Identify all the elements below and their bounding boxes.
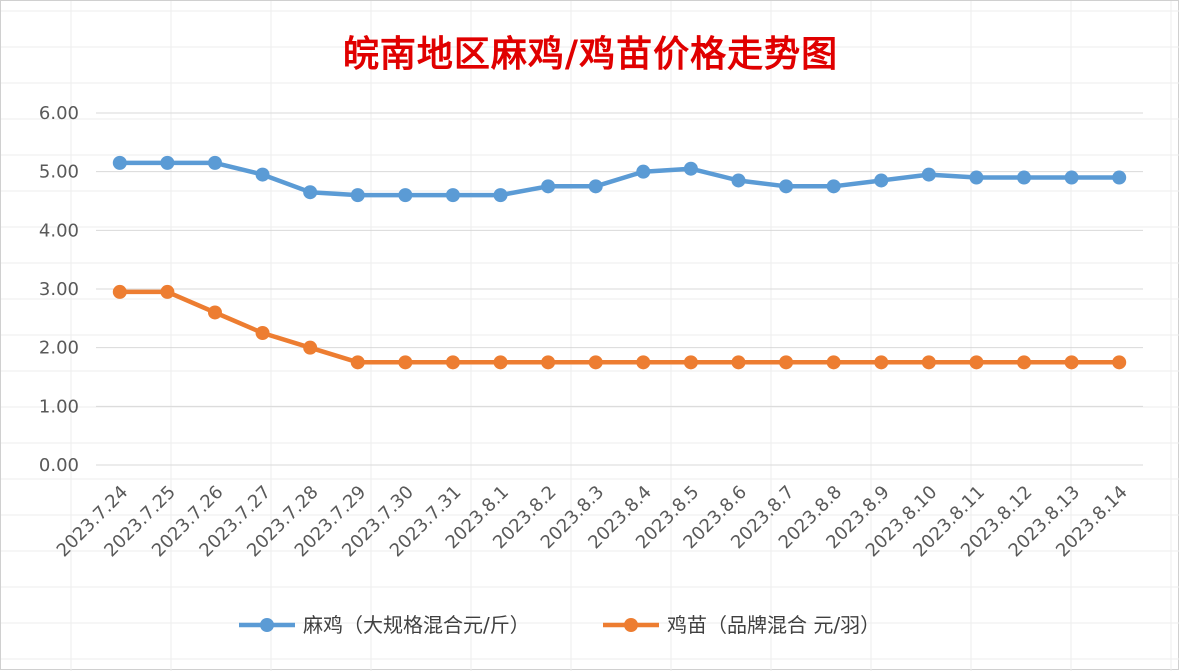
data-point: [160, 155, 175, 170]
data-point: [541, 355, 556, 370]
legend-label: 鸡苗（品牌混合 元/羽）: [667, 613, 880, 637]
data-point: [445, 188, 460, 203]
data-point: [826, 179, 841, 194]
data-point: [350, 355, 365, 370]
data-point: [445, 355, 460, 370]
y-tick-label: 6.00: [39, 103, 79, 124]
series-line: [117, 160, 1122, 198]
y-tick-label: 4.00: [39, 220, 79, 241]
data-point: [874, 355, 889, 370]
data-point: [493, 188, 508, 203]
y-tick-label: 2.00: [39, 338, 79, 359]
data-point: [541, 179, 556, 194]
data-point: [303, 185, 318, 200]
data-point: [398, 188, 413, 203]
chart-title: 皖南地区麻鸡/鸡苗价格走势图: [342, 33, 839, 75]
data-point: [921, 167, 936, 182]
data-point: [731, 173, 746, 188]
data-point: [1064, 170, 1079, 185]
legend-item: 鸡苗（品牌混合 元/羽）: [603, 613, 880, 637]
data-point: [779, 179, 794, 194]
data-point: [636, 355, 651, 370]
series-0: [112, 155, 1127, 203]
data-point: [683, 161, 698, 176]
legend-item: 麻鸡（大规格混合元/斤）: [239, 613, 530, 637]
data-point: [112, 155, 127, 170]
x-axis-ticks: 2023.7.242023.7.252023.7.262023.7.272023…: [53, 482, 1132, 562]
data-point: [588, 355, 603, 370]
data-point: [921, 355, 936, 370]
data-point: [255, 326, 270, 340]
data-point: [731, 355, 746, 370]
legend-swatch-marker: [624, 618, 638, 632]
data-point: [350, 188, 365, 203]
data-point: [874, 173, 889, 188]
series-line: [117, 289, 1122, 365]
legend-swatch-marker: [260, 618, 274, 632]
y-axis-ticks: 0.00 1.00 2.00 3.00 4.00 5.00 6.00: [39, 103, 79, 476]
data-point: [207, 305, 222, 320]
series-layer: [112, 155, 1127, 370]
data-point: [1112, 355, 1127, 370]
data-point: [779, 355, 794, 370]
data-point: [493, 355, 508, 370]
data-point: [303, 340, 318, 355]
series-1: [112, 284, 1127, 370]
data-point: [1017, 170, 1032, 185]
y-tick-label: 1.00: [39, 396, 79, 417]
data-point: [636, 164, 651, 179]
data-point: [207, 155, 222, 170]
data-point: [826, 355, 841, 370]
y-tick-label: 5.00: [39, 162, 79, 183]
data-point: [969, 170, 984, 185]
legend: 麻鸡（大规格混合元/斤） 鸡苗（品牌混合 元/羽）: [239, 613, 880, 637]
data-point: [588, 179, 603, 194]
legend-label: 麻鸡（大规格混合元/斤）: [303, 613, 530, 637]
data-point: [255, 167, 270, 182]
y-tick-label: 0.00: [39, 455, 79, 476]
data-point: [1017, 355, 1032, 370]
data-point: [683, 355, 698, 370]
y-tick-label: 3.00: [39, 279, 79, 300]
data-point: [160, 284, 175, 299]
data-point: [1112, 170, 1127, 185]
data-point: [969, 355, 984, 370]
data-point: [1064, 355, 1079, 370]
data-point: [398, 355, 413, 370]
gridlines: [96, 112, 1143, 466]
data-point: [112, 284, 127, 299]
